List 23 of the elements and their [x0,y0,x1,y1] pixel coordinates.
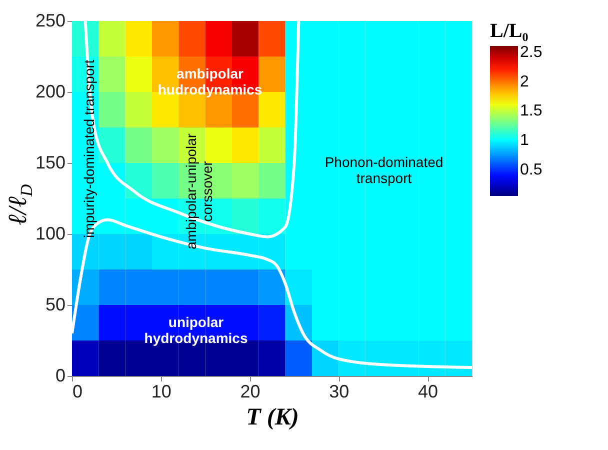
x-tick-label: 30 [329,382,350,402]
annotation: Phonon-dominated transport [324,154,444,186]
y-tick-label: 100 [35,224,66,244]
color-bar-label: 1 [520,132,529,150]
y-tick-label: 250 [35,10,66,30]
x-tick-label: 20 [240,382,260,402]
y-tick-label: 150 [35,152,66,172]
y-axis-title: ℓ/ℓD [3,184,36,226]
annotation: impurity-dominated transport [81,60,97,238]
color-bar-title: L/L₀ [490,20,528,42]
color-bar-label: 0.5 [520,162,542,179]
annotation: unipolar hydrodynamics [144,314,248,346]
y-tick-label: 50 [45,294,66,314]
x-axis-title: T (K) [246,404,299,430]
x-tick-label: 10 [151,382,172,402]
color-bar-label: 2.5 [520,44,542,61]
x-tick-label: 0 [72,382,83,402]
y-tick-label: 0 [55,366,66,386]
color-bar-label: 1.5 [520,102,542,120]
x-tick-label: 40 [418,382,438,402]
color-bar-label: 2 [520,73,529,90]
annotation: ambipolar-unipolar corssover [183,133,215,250]
y-tick-label: 200 [35,82,66,102]
